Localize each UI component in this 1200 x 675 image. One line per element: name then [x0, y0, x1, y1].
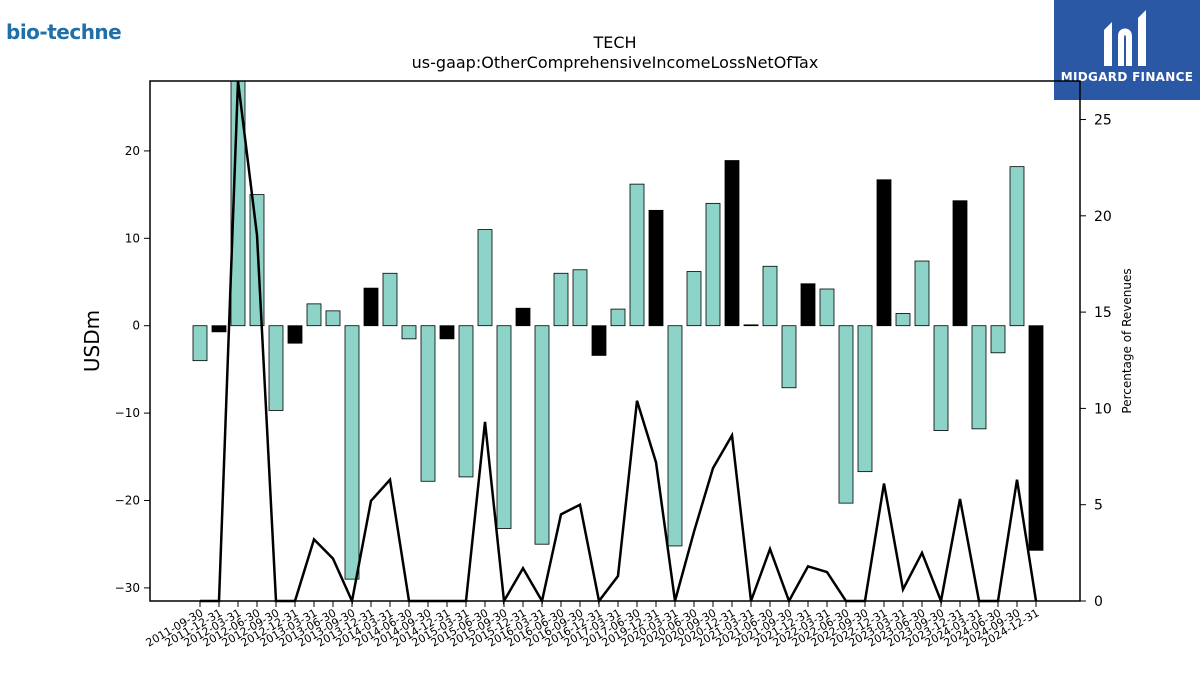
y2-tick-label: 10	[1094, 401, 1112, 417]
y-axis-label: USDm	[80, 310, 104, 372]
chart-subtitle: us-gaap:OtherComprehensiveIncomeLossNetO…	[412, 53, 819, 72]
y2-tick-label: 20	[1094, 209, 1112, 225]
bar-2023-06-30	[914, 260, 930, 327]
y2-tick-label: 25	[1094, 113, 1112, 129]
bar-2023-03-31	[895, 313, 911, 327]
midgard-mark-icon	[1104, 10, 1146, 66]
y-tick-label: 20	[125, 144, 140, 158]
y-tick-label: −30	[115, 581, 140, 595]
x-axis-ticks: 2011-09-302011-12-312012-03-312012-06-30…	[144, 601, 1042, 650]
midgard-finance-logo: MIDGARD FINANCE	[1054, 0, 1200, 100]
bar-2017-03-31	[610, 308, 626, 327]
bar-2022-06-30	[838, 325, 854, 504]
bar-series	[192, 80, 1044, 580]
y2-axis-ticks: 0 5 10 15 20 25	[1080, 113, 1112, 610]
bar-2013-03-31	[306, 303, 322, 327]
bar-2020-03-31	[667, 325, 683, 547]
bar-2022-12-31	[876, 179, 892, 327]
bar-2023-09-30	[933, 325, 949, 431]
bar-2013-09-30	[344, 325, 360, 580]
bar-2014-03-31	[382, 272, 398, 327]
bar-2020-12-31	[724, 160, 740, 327]
bar-2016-06-30	[553, 272, 569, 327]
chart-title: TECH	[592, 33, 636, 52]
bio-techne-logo: bio-techne	[6, 20, 122, 44]
bar-2014-12-31	[439, 325, 455, 340]
bar-2016-12-31	[591, 325, 607, 356]
bar-2012-12-31	[287, 325, 303, 344]
bar-2015-12-31	[515, 307, 531, 327]
y-axis-ticks: −30 −20 −10 0 10 20	[115, 144, 150, 595]
bar-2017-06-30	[629, 183, 645, 327]
bar-2011-12-31	[211, 325, 227, 333]
percentage-of-revenues-line	[200, 80, 1038, 606]
y-tick-label: −20	[115, 493, 140, 507]
y-tick-label: 10	[125, 231, 140, 245]
bar-2016-09-30	[572, 269, 588, 327]
y-tick-label: 0	[132, 319, 140, 333]
bar-2024-03-31	[971, 325, 987, 430]
bar-2013-12-31	[363, 287, 379, 327]
bar-2021-12-31	[800, 283, 816, 327]
bar-2015-06-30	[477, 229, 493, 327]
plot-frame	[149, 80, 1081, 602]
bar-2022-03-31	[819, 288, 835, 327]
bar-2024-06-30	[990, 325, 1006, 354]
y2-axis-label: Percentage of Revenues	[1120, 268, 1134, 413]
y2-tick-label: 0	[1094, 594, 1103, 610]
bar-2020-06-30	[686, 271, 702, 327]
bar-2014-09-30	[420, 325, 436, 482]
bar-2016-03-31	[534, 325, 550, 545]
bar-2021-06-30	[762, 265, 778, 327]
bar-2020-09-30	[705, 202, 721, 327]
y2-tick-label: 5	[1094, 498, 1103, 514]
bar-2024-12-31	[1028, 325, 1044, 551]
bar-2013-06-30	[325, 310, 341, 327]
bar-2023-12-31	[952, 200, 968, 327]
bar-2015-03-31	[458, 325, 474, 478]
bar-2024-09-30	[1009, 166, 1025, 327]
bar-2022-09-30	[857, 325, 873, 473]
bar-2021-09-30	[781, 325, 797, 389]
y2-tick-label: 15	[1094, 305, 1112, 321]
bar-2015-09-30	[496, 325, 512, 529]
bar-2019-12-31	[648, 209, 664, 327]
bar-2012-09-30	[268, 325, 284, 411]
bar-2021-03-31	[743, 324, 759, 327]
bar-2011-09-30	[192, 325, 208, 362]
midgard-finance-label: MIDGARD FINANCE	[1060, 70, 1194, 84]
bar-2014-06-30	[401, 325, 417, 340]
y-tick-label: −10	[115, 406, 140, 420]
